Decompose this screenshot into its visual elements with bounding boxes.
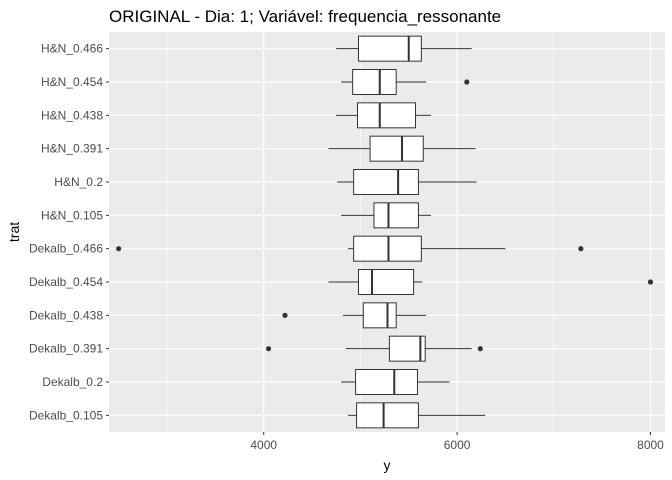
box-H&N_0.2 [337, 169, 477, 195]
y-tick-label: Dekalb_0.391 [29, 342, 103, 356]
outlier-point [578, 246, 584, 252]
iqr-box [388, 335, 426, 362]
outlier-point [647, 279, 654, 285]
box-H&N_0.466 [336, 35, 472, 62]
x-axis-title: y [384, 457, 391, 473]
y-tick-label: H&N_0.454 [41, 75, 103, 89]
y-tick-label: Dekalb_0.105 [29, 408, 103, 422]
y-tick-label: Dekalb_0.466 [29, 242, 103, 256]
plot-panel [109, 32, 665, 432]
y-tick-label: H&N_0.391 [41, 142, 103, 156]
box-H&N_0.105 [341, 202, 431, 229]
x-tick-label: 4000 [250, 438, 277, 452]
box-Dekalb_0.466 [116, 235, 584, 262]
box-Dekalb_0.454 [328, 269, 654, 295]
y-tick-label: H&N_0.438 [41, 108, 103, 122]
box-Dekalb_0.2 [341, 369, 450, 395]
iqr-box [369, 135, 424, 162]
box-Dekalb_0.391 [265, 335, 483, 362]
y-tick-label: H&N_0.466 [41, 42, 103, 56]
y-tick-label: H&N_0.2 [54, 175, 103, 189]
outlier-point [477, 346, 483, 352]
outlier-point [282, 312, 288, 318]
iqr-box [352, 69, 397, 95]
iqr-box [357, 35, 422, 62]
iqr-box [353, 169, 419, 195]
box-Dekalb_0.105 [347, 402, 486, 429]
y-tick-label: Dekalb_0.2 [42, 375, 103, 389]
y-axis-ticks: H&N_0.466 H&N_0.454 H&N_0.438 H&N_0.391 H&N_… [29, 42, 109, 422]
iqr-box [357, 102, 417, 129]
y-tick-label: Dekalb_0.438 [29, 308, 103, 322]
iqr-box [357, 269, 415, 295]
outlier-point [116, 246, 122, 252]
box-H&N_0.454 [341, 69, 470, 95]
box-Dekalb_0.438 [282, 302, 427, 329]
box-H&N_0.438 [336, 102, 431, 129]
x-tick-label: 6000 [444, 438, 471, 452]
boxes-layer [116, 35, 654, 429]
y-axis-title: trat [6, 222, 22, 242]
iqr-box [373, 202, 419, 229]
iqr-box [355, 369, 418, 395]
x-axis-ticks: 4000 6000 8000 [250, 432, 664, 452]
iqr-box [362, 302, 397, 329]
outlier-point [464, 79, 470, 85]
y-tick-label: H&N_0.105 [41, 208, 103, 222]
outlier-point [265, 346, 272, 352]
y-tick-label: Dekalb_0.454 [29, 275, 103, 289]
x-tick-label: 8000 [637, 438, 664, 452]
iqr-box [356, 402, 419, 429]
chart-title: ORIGINAL - Dia: 1; Variável: frequencia_… [109, 7, 501, 26]
box-H&N_0.391 [328, 135, 476, 162]
